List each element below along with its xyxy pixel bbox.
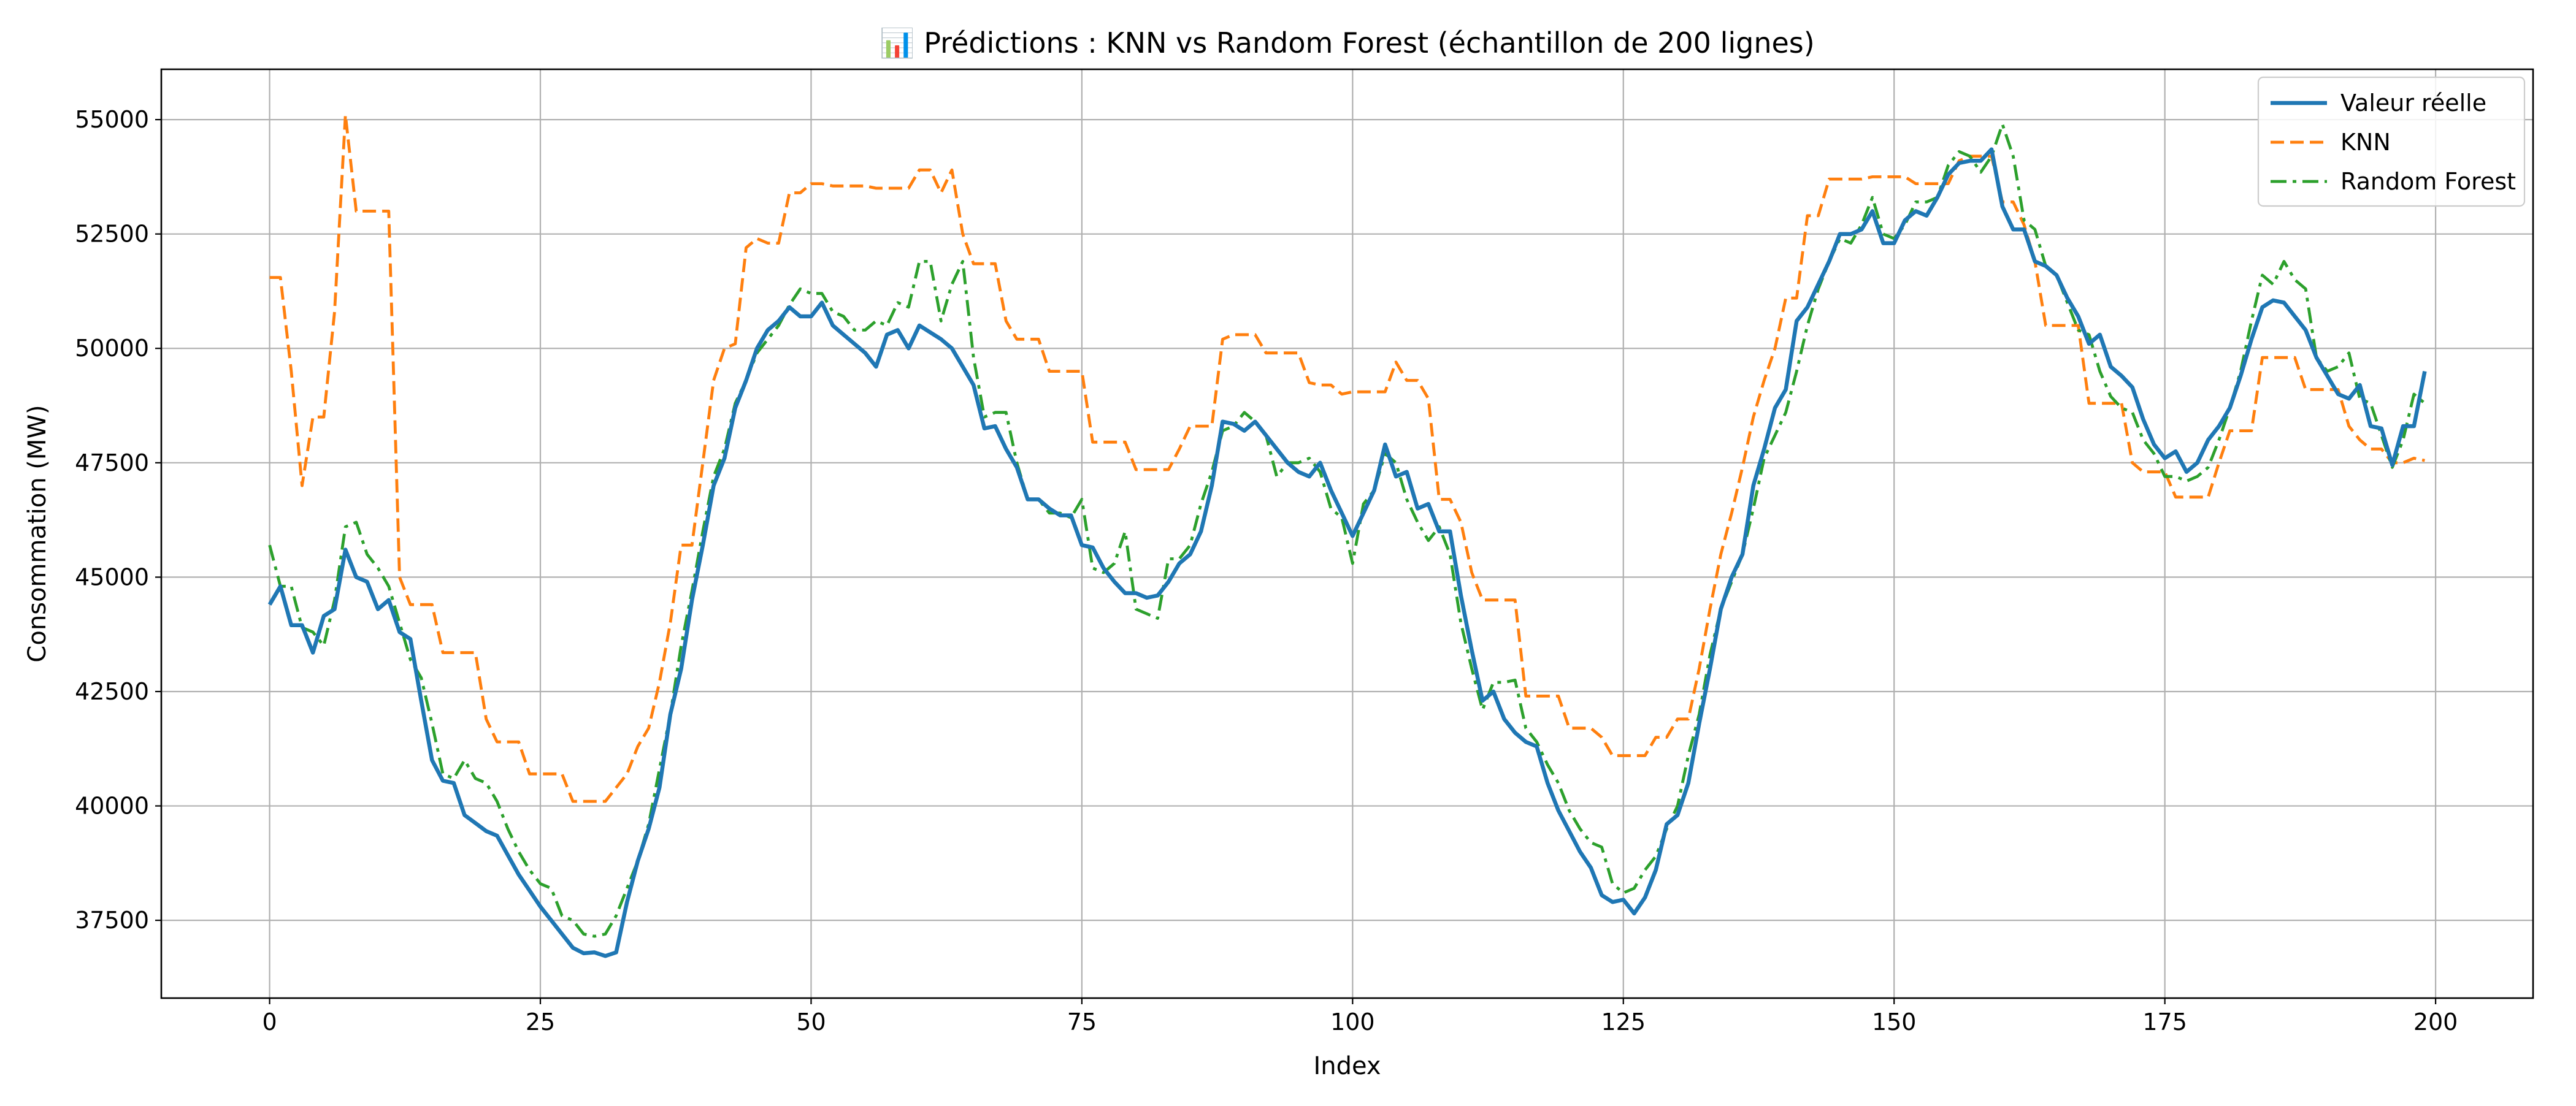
x-axis-label: Index <box>1313 1052 1381 1080</box>
series-line-0 <box>267 147 2427 958</box>
y-axis-label: Consommation (MW) <box>23 405 52 662</box>
legend-label-1: KNN <box>2340 129 2391 156</box>
x-axis-ticks: 0 25 50 75 100 125 150 175 200 <box>262 998 2458 1035</box>
y-tick-label: 55000 <box>75 106 149 133</box>
series-line-2 <box>268 123 2426 938</box>
series-line-1 <box>269 113 2425 803</box>
x-tick-label: 75 <box>1067 1009 1097 1035</box>
chart-title: 📊 Prédictions : KNN vs Random Forest (éc… <box>880 26 1814 59</box>
series-lines <box>267 113 2427 958</box>
legend-label-0: Valeur réelle <box>2340 90 2486 116</box>
legend-label-2: Random Forest <box>2340 168 2516 195</box>
y-axis-ticks: 37500 40000 42500 45000 47500 50000 52500 55000 <box>75 106 161 934</box>
grid-lines <box>161 69 2533 998</box>
y-tick-label: 47500 <box>75 449 149 476</box>
x-tick-label: 200 <box>2413 1009 2458 1035</box>
y-tick-label: 45000 <box>75 563 149 590</box>
x-tick-label: 175 <box>2142 1009 2187 1035</box>
y-tick-label: 42500 <box>75 678 149 705</box>
x-tick-label: 125 <box>1601 1009 1646 1035</box>
x-tick-label: 50 <box>796 1009 826 1035</box>
y-tick-label: 52500 <box>75 221 149 248</box>
y-tick-label: 40000 <box>75 793 149 820</box>
x-tick-label: 25 <box>526 1009 555 1035</box>
y-tick-label: 37500 <box>75 907 149 934</box>
plot-frame <box>160 68 2534 999</box>
x-tick-label: 100 <box>1330 1009 1375 1035</box>
x-tick-label: 150 <box>1872 1009 1917 1035</box>
legend: Valeur réelle KNN Random Forest <box>2257 76 2526 207</box>
legend-box <box>2257 76 2526 207</box>
x-tick-label: 0 <box>262 1009 277 1035</box>
y-tick-label: 50000 <box>75 335 149 362</box>
